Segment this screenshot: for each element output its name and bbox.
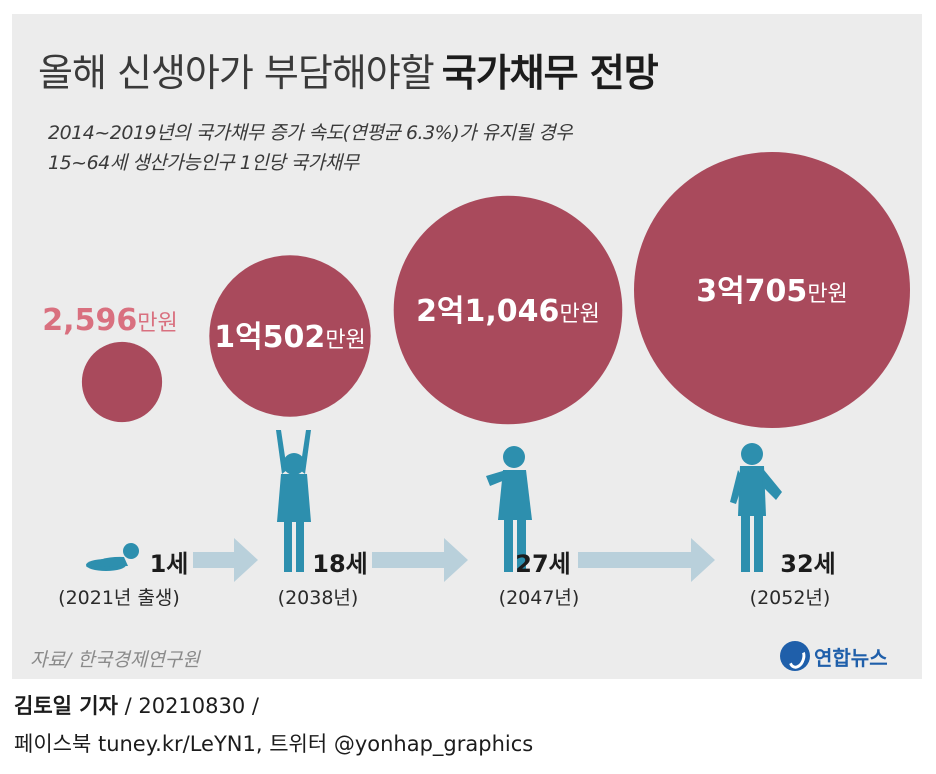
source-note: 자료/ 한국경제연구원 bbox=[30, 649, 200, 671]
reporter-name: 김토일 기자 bbox=[14, 694, 118, 718]
bubble-1 bbox=[81, 341, 163, 423]
year-label-4: (2052년) bbox=[750, 587, 831, 609]
bubble-4 bbox=[634, 152, 910, 428]
chart-title: 올해 신생아가 부담해야할 국가채무 전망 bbox=[38, 42, 659, 97]
bubble-3 bbox=[393, 195, 623, 425]
year-label-3: (2047년) bbox=[499, 587, 580, 609]
age-label-2: 18세 bbox=[312, 550, 367, 578]
woman-standing-figure bbox=[730, 443, 782, 572]
value-label-3: 2억1,046만원 bbox=[416, 294, 600, 329]
subtitle-line1: 2014~2019년의 국가채무 증가 속도(연평균 6.3%)가 유지될 경우 bbox=[48, 122, 573, 144]
value-label-2: 1억502만원 bbox=[214, 320, 366, 355]
footer-social: 페이스북 tuney.kr/LeYN1, 트위터 @yonhap_graphic… bbox=[14, 732, 534, 756]
logo-text: 연합뉴스 bbox=[814, 645, 888, 670]
yonhap-logo[interactable]: 연합뉴스 bbox=[780, 638, 888, 674]
footer-credit: 김토일 기자 / 20210830 / bbox=[14, 690, 259, 720]
arrow-right-3 bbox=[578, 538, 715, 582]
yonhap-logo-icon bbox=[780, 641, 810, 671]
subtitle-line2: 15~64세 생산가능인구 1인당 국가채무 bbox=[48, 152, 359, 174]
value-label-1: 2,596만원 bbox=[42, 303, 177, 338]
year-label-1: (2021년 출생) bbox=[58, 587, 180, 609]
age-label-4: 32세 bbox=[780, 550, 835, 578]
bubble-chart: 2,596만원 1억502만원 2억1,046만원 3억705만원 1세 (2021년 출… bbox=[42, 152, 910, 609]
age-label-3: 27세 bbox=[515, 550, 570, 578]
age-label-1: 1세 bbox=[150, 550, 189, 578]
arrow-right-2 bbox=[372, 538, 468, 582]
value-label-4: 3억705만원 bbox=[696, 274, 848, 309]
bubble-2 bbox=[209, 255, 371, 417]
baby-figure bbox=[86, 543, 139, 571]
woman-reading-figure bbox=[486, 446, 532, 572]
arrow-right-1 bbox=[193, 538, 258, 582]
year-label-2: (2038년) bbox=[278, 587, 359, 609]
title-light: 올해 신생아가 부담해야할 bbox=[38, 51, 435, 95]
title-bold: 국가채무 전망 bbox=[441, 51, 659, 95]
footer-date: / 20210830 / bbox=[117, 694, 259, 718]
child-figure bbox=[276, 430, 311, 572]
